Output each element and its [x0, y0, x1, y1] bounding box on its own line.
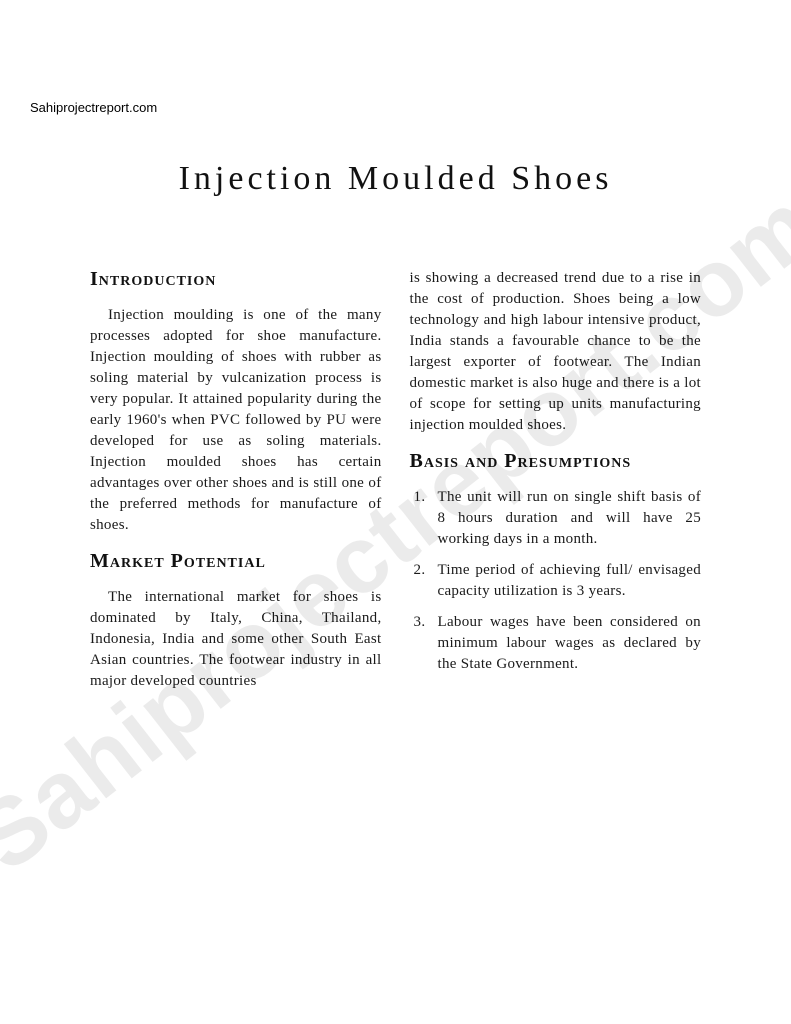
right-column: is showing a decreased trend due to a ri… — [410, 268, 702, 706]
paragraph-market-continued: is showing a decreased trend due to a ri… — [410, 268, 702, 436]
document-title: Injection Moulded Shoes — [70, 160, 721, 198]
list-item: The unit will run on single shift basis … — [410, 487, 702, 550]
heading-basis-presumptions: Basis and Presumptions — [410, 450, 702, 473]
heading-introduction: Introduction — [90, 268, 382, 291]
list-item: Labour wages have been considered on min… — [410, 612, 702, 675]
site-label: Sahiprojectreport.com — [30, 100, 157, 115]
list-item: Time period of achieving full/ envisaged… — [410, 560, 702, 602]
two-column-layout: Introduction Injection moulding is one o… — [70, 268, 721, 706]
paragraph-market-potential: The international market for shoes is do… — [90, 587, 382, 692]
presumptions-list: The unit will run on single shift basis … — [410, 487, 702, 675]
heading-market-potential: Market Potential — [90, 550, 382, 573]
paragraph-introduction: Injection moulding is one of the many pr… — [90, 305, 382, 536]
document-page: Sahiprojectreport.com Sahiprojectreport.… — [0, 0, 791, 1024]
left-column: Introduction Injection moulding is one o… — [90, 268, 382, 706]
